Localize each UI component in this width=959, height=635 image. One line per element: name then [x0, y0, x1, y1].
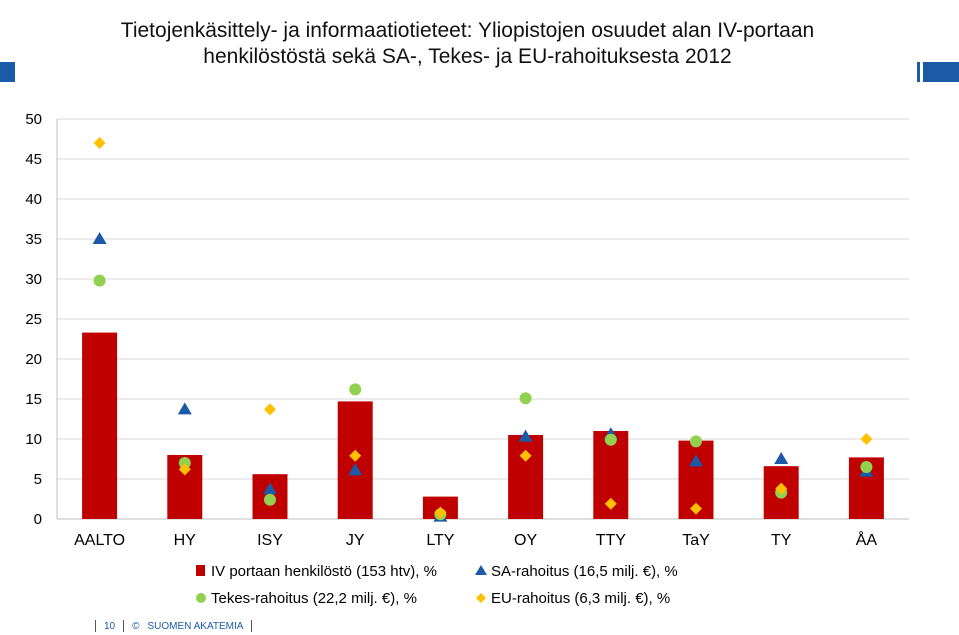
diamond-point — [519, 449, 532, 462]
x-tick-label: OY — [514, 532, 537, 549]
y-tick-label: 35 — [25, 231, 42, 248]
circle-point — [690, 435, 702, 448]
circle-point — [604, 433, 617, 446]
y-tick-label: 0 — [34, 511, 42, 528]
circle-point — [264, 493, 276, 506]
legend-swatch — [196, 565, 205, 576]
decor-bar-right — [917, 62, 959, 82]
circle-point — [178, 457, 191, 469]
circle-point — [349, 383, 362, 396]
y-tick-label: 45 — [25, 151, 42, 168]
footer-separator — [95, 620, 96, 632]
legend-label: EU-rahoitus (6,3 milj. €), % — [491, 590, 670, 607]
diamond-point — [604, 497, 617, 510]
triangle-point — [689, 454, 703, 467]
y-tick-label: 40 — [25, 191, 42, 208]
x-tick-label: TTY — [596, 532, 627, 549]
triangle-point — [348, 463, 363, 476]
chart-title: Tietojenkäsittely- ja informaatiotieteet… — [120, 19, 815, 68]
y-tick-label: 10 — [25, 431, 42, 448]
x-tick-label: TaY — [682, 532, 710, 549]
x-tick-label: HY — [174, 532, 197, 549]
diamond-point — [178, 463, 191, 476]
footer-separator — [251, 620, 253, 632]
legend-label: SA-rahoitus (16,5 milj. €), % — [491, 563, 678, 580]
diamond-point — [264, 403, 276, 416]
x-tick-label: AALTO — [74, 532, 125, 549]
bar — [508, 435, 544, 519]
footer: 10 © SUOMEN AKATEMIA — [95, 620, 253, 632]
legend-label: Tekes-rahoitus (22,2 milj. €), % — [211, 590, 417, 607]
triangle-point — [774, 452, 789, 464]
legend-label: IV portaan henkilöstö (153 htv), % — [211, 563, 437, 580]
legend-swatch — [196, 593, 206, 603]
org-name: SUOMEN AKATEMIA — [147, 620, 244, 632]
triangle-point — [518, 429, 533, 442]
page-number: 10 — [104, 620, 116, 632]
x-tick-label: TY — [771, 532, 792, 549]
x-tick-label: ISY — [257, 532, 283, 549]
y-tick-label: 5 — [34, 471, 42, 488]
diamond-point — [349, 449, 362, 462]
bar — [82, 332, 118, 519]
triangle-point — [92, 232, 107, 244]
y-tick-label: 50 — [25, 111, 42, 128]
triangle-point — [263, 482, 277, 495]
diamond-point — [690, 502, 702, 515]
legend-swatch — [475, 565, 487, 575]
x-tick-label: JY — [346, 532, 365, 549]
diamond-point — [93, 137, 106, 149]
circle-point — [93, 274, 106, 287]
x-tick-label: ÅA — [856, 530, 878, 549]
diamond-point — [434, 506, 447, 519]
triangle-point — [177, 402, 192, 415]
circle-point — [519, 392, 532, 405]
x-tick-label: LTY — [426, 532, 454, 549]
y-tick-label: 20 — [25, 351, 42, 368]
decor-bar-left — [0, 62, 15, 82]
copyright-mark: © — [132, 620, 140, 632]
y-tick-label: 30 — [25, 271, 42, 288]
legend-swatch — [476, 593, 486, 603]
diamond-point — [860, 433, 873, 445]
circle-point — [860, 461, 873, 473]
footer-separator — [123, 620, 125, 632]
y-tick-label: 15 — [25, 391, 42, 408]
diamond-point — [775, 482, 788, 495]
y-tick-label: 25 — [25, 311, 42, 328]
